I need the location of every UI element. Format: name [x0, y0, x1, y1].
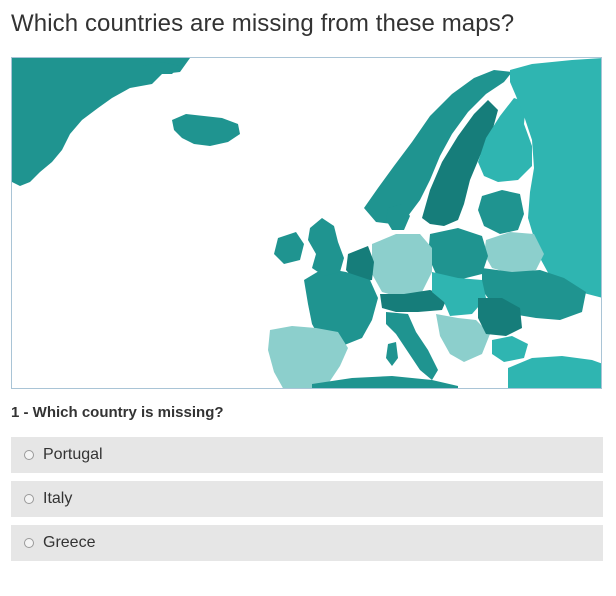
map-region-greenland-islands	[142, 62, 180, 74]
map-region-poland	[428, 228, 488, 280]
map-region-great-britain	[308, 218, 344, 276]
map-region-turkey	[508, 356, 601, 388]
map-region-germany	[372, 234, 432, 298]
map-region-iceland	[172, 114, 240, 146]
map-region-black-sea	[532, 320, 590, 354]
map-region-alps	[380, 290, 448, 312]
map-region-bulgaria	[492, 336, 528, 362]
map-region-sardinia	[386, 342, 398, 366]
map-region-central	[432, 272, 486, 316]
map-region-greenland	[12, 58, 190, 186]
map-region-belarus	[484, 232, 544, 274]
option-portugal[interactable]: Portugal	[11, 437, 603, 473]
radio-portugal[interactable]	[24, 450, 34, 460]
answer-options: Portugal Italy Greece	[11, 437, 603, 569]
radio-italy[interactable]	[24, 494, 34, 504]
option-italy[interactable]: Italy	[11, 481, 603, 517]
option-label: Italy	[43, 490, 73, 507]
europe-map-svg	[12, 58, 601, 388]
map-region-russia	[510, 58, 601, 298]
map-region-romania	[478, 298, 522, 336]
option-label: Portugal	[43, 446, 103, 463]
page-title: Which countries are missing from these m…	[11, 10, 515, 37]
map-region-italy	[386, 312, 438, 380]
option-greece[interactable]: Greece	[11, 525, 603, 561]
map-region-france	[304, 268, 378, 346]
map-region-baltics	[478, 190, 524, 234]
map-region-sweden	[422, 100, 498, 226]
option-label: Greece	[43, 534, 96, 551]
map-region-finland	[478, 98, 532, 182]
map-region-ireland	[274, 232, 304, 264]
map-region-spain	[268, 326, 348, 388]
map-region-balkans	[436, 314, 490, 362]
map-region-denmark	[386, 204, 410, 230]
map-region-norway	[364, 70, 512, 224]
map-region-north-africa	[312, 376, 458, 388]
map-region-benelux	[346, 246, 374, 282]
radio-greece[interactable]	[24, 538, 34, 548]
europe-map	[11, 57, 602, 389]
question-text: 1 - Which country is missing?	[11, 404, 224, 421]
